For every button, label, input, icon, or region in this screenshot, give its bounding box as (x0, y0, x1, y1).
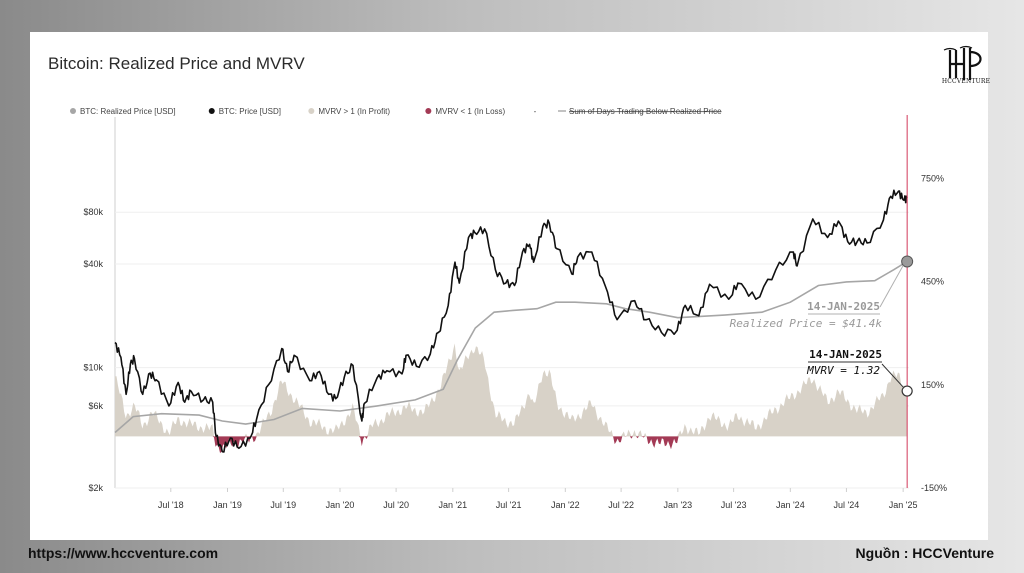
x-tick-label: Jul '22 (608, 500, 634, 510)
x-tick-label: Jan '22 (551, 500, 580, 510)
x-tick-label: Jul '19 (270, 500, 296, 510)
legend-marker (208, 108, 215, 114)
footer-source: Nguồn : HCCVenture (855, 545, 994, 561)
legend-item: Sum of Days Trading Below Realized Price (558, 107, 722, 116)
legend-label: MVRV < 1 (In Loss) (435, 107, 505, 116)
legend-item: MVRV < 1 (In Loss) (425, 107, 506, 116)
annotation-leader (881, 363, 904, 388)
legend-item: - (534, 107, 537, 116)
annotation-date: 14-JAN-2025 (807, 300, 880, 313)
y-right-tick-label: -150% (921, 483, 947, 493)
legend-item: BTC: Realized Price [USD] (70, 107, 176, 116)
legend-marker (425, 108, 432, 114)
legend-marker (308, 108, 315, 114)
x-tick-label: Jul '18 (158, 500, 184, 510)
annotation-mvrv: 14-JAN-2025 MVRV = 1.32 (806, 348, 904, 388)
x-tick-label: Jan '23 (663, 500, 692, 510)
x-tick-label: Jan '24 (776, 500, 805, 510)
realized-price-point (901, 255, 914, 268)
y-left-tick-label: $10k (83, 363, 103, 373)
x-tick-label: Jul '20 (383, 500, 409, 510)
y-right-tick-label: 750% (921, 174, 944, 184)
x-tick-label: Jul '21 (496, 500, 522, 510)
y-left-tick-label: $6k (88, 401, 103, 411)
annotation-date: 14-JAN-2025 (809, 348, 882, 361)
mvrv-point (901, 385, 913, 397)
legend-label: MVRV > 1 (In Profit) (318, 107, 390, 116)
x-tick-label: Jan '19 (213, 500, 242, 510)
legend-label: BTC: Price [USD] (219, 107, 281, 116)
hccventure-logo-icon (943, 45, 982, 80)
y-left-tick-label: $80k (83, 207, 103, 217)
x-tick-label: Jul '24 (834, 500, 860, 510)
x-tick-label: Jan '25 (889, 500, 918, 510)
chart-title: Bitcoin: Realized Price and MVRV (48, 54, 305, 73)
legend-item: BTC: Price [USD] (208, 107, 281, 116)
legend-label: Sum of Days Trading Below Realized Price (569, 107, 722, 116)
legend-label: - (534, 107, 537, 116)
x-tick-label: Jan '21 (438, 500, 467, 510)
y-left-tick-label: $40k (83, 259, 103, 269)
x-tick-label: Jul '23 (721, 500, 747, 510)
legend-label: BTC: Realized Price [USD] (80, 107, 176, 116)
chart-card: Bitcoin: Realized Price and MVRV HCCVENT… (30, 32, 990, 540)
y-right-tick-label: 450% (921, 277, 944, 287)
btc-price-line (114, 189, 908, 453)
realized-price-line (114, 260, 908, 434)
chart-plot: BTC: Realized Price [USD] BTC: Price [USD… (70, 107, 947, 510)
footer-url[interactable]: https://www.hccventure.com (28, 545, 219, 561)
legend-marker (70, 108, 76, 114)
y-right-tick-label: 150% (921, 380, 944, 390)
annotation-value: MVRV = 1.32 (806, 364, 880, 377)
mvrv-profit-area (115, 343, 908, 437)
annotation-leader (879, 265, 904, 308)
logo-text: HCCVENTURE (941, 78, 991, 85)
annotation-value: Realized Price = $41.4k (730, 317, 883, 330)
y-left-tick-label: $2k (88, 483, 103, 493)
x-tick-label: Jan '20 (326, 500, 355, 510)
legend-item: MVRV > 1 (In Profit) (308, 107, 390, 116)
annotation-realized: 14-JAN-2025 Realized Price = $41.4k (730, 265, 904, 330)
